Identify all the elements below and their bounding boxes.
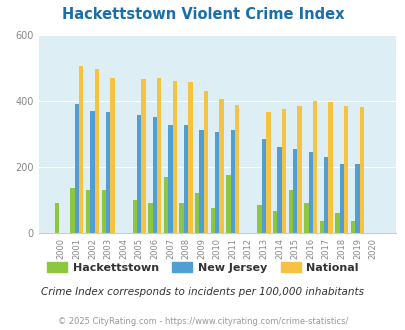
Bar [261, 139, 266, 233]
Bar [90, 111, 94, 233]
Bar [132, 200, 137, 233]
Bar [203, 91, 208, 233]
Bar [359, 107, 363, 233]
Bar [148, 203, 152, 233]
Bar [292, 149, 296, 233]
Bar [296, 106, 301, 233]
Bar [328, 102, 332, 233]
Bar [323, 157, 328, 233]
Bar [188, 82, 192, 233]
Bar [308, 152, 312, 233]
Bar [164, 177, 168, 233]
Bar [157, 78, 161, 233]
Bar [266, 112, 270, 233]
Bar [55, 203, 59, 233]
Bar [319, 221, 323, 233]
Bar [303, 203, 308, 233]
Bar [152, 117, 157, 233]
Bar [168, 125, 172, 233]
Bar [272, 211, 277, 233]
Bar [183, 125, 188, 233]
Bar [230, 130, 234, 233]
Bar [234, 105, 239, 233]
Bar [257, 205, 261, 233]
Bar [141, 79, 145, 233]
Bar [110, 78, 114, 233]
Bar [312, 101, 316, 233]
Bar [194, 193, 199, 233]
Bar [343, 106, 347, 233]
Bar [137, 115, 141, 233]
Bar [281, 109, 286, 233]
Bar [75, 104, 79, 233]
Bar [106, 112, 110, 233]
Bar [79, 66, 83, 233]
Bar [350, 221, 354, 233]
Text: Crime Index corresponds to incidents per 100,000 inhabitants: Crime Index corresponds to incidents per… [41, 287, 364, 297]
Bar [86, 190, 90, 233]
Bar [199, 130, 203, 233]
Bar [339, 164, 343, 233]
Bar [288, 190, 292, 233]
Bar [70, 188, 75, 233]
Bar [94, 69, 99, 233]
Bar [215, 132, 219, 233]
Bar [354, 164, 359, 233]
Bar [219, 99, 223, 233]
Text: © 2025 CityRating.com - https://www.cityrating.com/crime-statistics/: © 2025 CityRating.com - https://www.city… [58, 317, 347, 326]
Bar [226, 175, 230, 233]
Bar [335, 213, 339, 233]
Bar [101, 190, 106, 233]
Bar [172, 81, 177, 233]
Bar [277, 147, 281, 233]
Legend: Hackettstown, New Jersey, National: Hackettstown, New Jersey, National [43, 258, 362, 277]
Bar [179, 203, 183, 233]
Text: Hackettstown Violent Crime Index: Hackettstown Violent Crime Index [62, 7, 343, 22]
Bar [210, 208, 215, 233]
